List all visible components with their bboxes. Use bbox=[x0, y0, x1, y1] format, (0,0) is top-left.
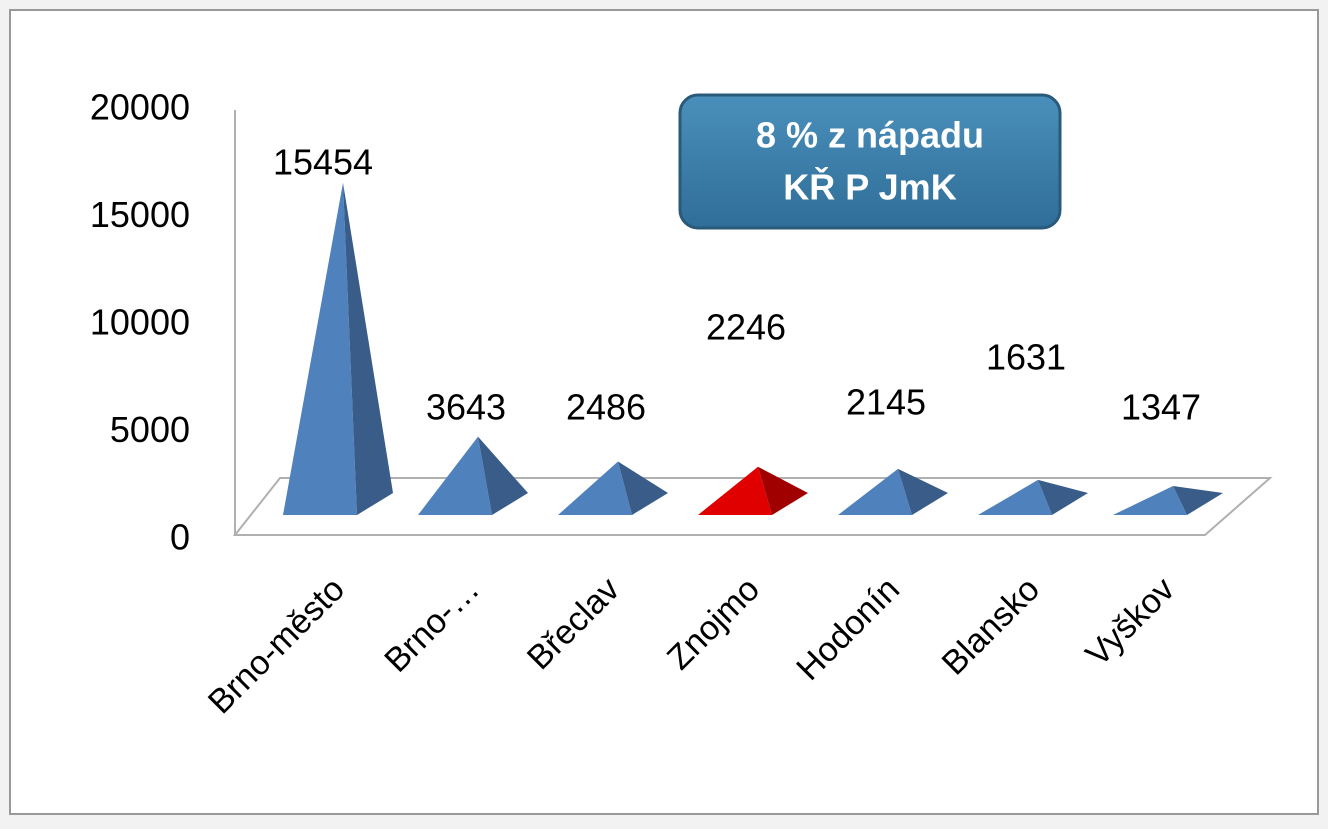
data-label: 2145 bbox=[846, 382, 926, 423]
pyramid-face bbox=[978, 479, 1052, 515]
pyramid-side bbox=[478, 436, 528, 515]
pyramid-face bbox=[838, 468, 912, 515]
pyramid-face bbox=[698, 466, 772, 515]
y-tick-label: 0 bbox=[170, 517, 190, 558]
pyramid bbox=[418, 436, 528, 515]
pyramid-face bbox=[1113, 486, 1187, 515]
pyramid-side bbox=[618, 461, 668, 515]
pyramid bbox=[698, 466, 808, 515]
y-tick-label: 5000 bbox=[110, 409, 190, 450]
annotation-box bbox=[678, 93, 1062, 230]
pyramid-face bbox=[558, 461, 632, 515]
pyramid-side bbox=[343, 182, 393, 515]
pyramid bbox=[978, 479, 1088, 515]
data-label: 1631 bbox=[986, 337, 1066, 378]
pyramid bbox=[838, 468, 948, 515]
pyramid bbox=[283, 182, 393, 515]
y-tick-label: 20000 bbox=[90, 87, 190, 128]
pyramid-face bbox=[418, 436, 492, 515]
pyramid-side bbox=[758, 466, 808, 515]
data-label: 1347 bbox=[1121, 387, 1201, 428]
annotation: KŘ P JmK bbox=[783, 166, 956, 208]
y-tick-label: 15000 bbox=[90, 194, 190, 235]
pyramid-side bbox=[1173, 486, 1223, 515]
pyramid bbox=[1113, 486, 1223, 515]
data-label: 3643 bbox=[426, 387, 506, 428]
y-tick-label: 10000 bbox=[90, 302, 190, 343]
data-label: 15454 bbox=[273, 142, 373, 183]
pyramid bbox=[558, 461, 668, 515]
pyramid-side bbox=[1038, 479, 1088, 515]
annotation: 8 % z nápadu bbox=[756, 115, 984, 156]
data-label: 2486 bbox=[566, 387, 646, 428]
pyramid-face bbox=[283, 182, 357, 515]
data-label: 2246 bbox=[706, 307, 786, 348]
chart-panel bbox=[9, 9, 1319, 815]
pyramid-side bbox=[898, 468, 948, 515]
